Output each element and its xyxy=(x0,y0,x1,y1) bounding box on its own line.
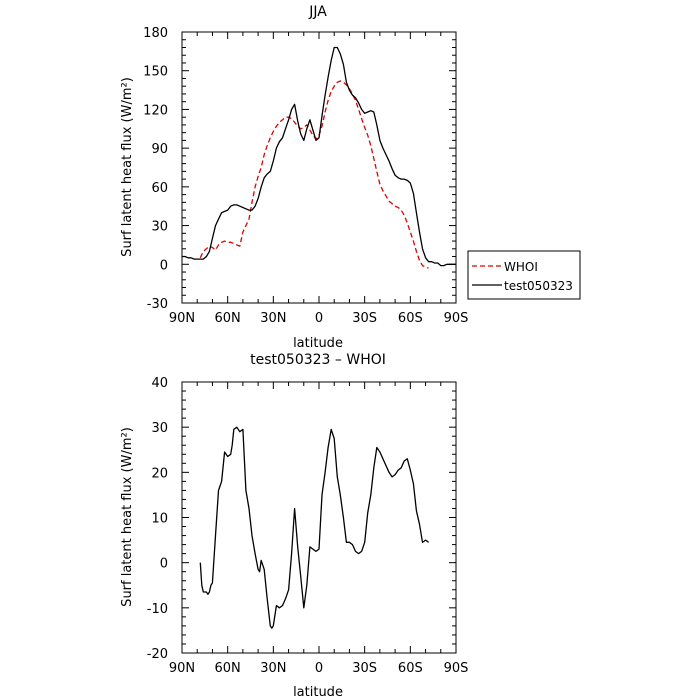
y-tick-label: 180 xyxy=(143,26,168,41)
y-tick-label: 20 xyxy=(151,466,168,481)
panel-top-chart: JJA 90N 60N 30N 0 30S 60S 90S -30 0 30 60 90 120 150 1… xyxy=(120,4,468,351)
x-tick-label: 60S xyxy=(398,661,423,676)
chart-title-bottom: test050323 – WHOI xyxy=(250,352,386,368)
x-tick-label: 30N xyxy=(260,311,286,326)
y-tick-label: -30 xyxy=(147,297,168,312)
x-axis-label-bottom: latitude xyxy=(293,685,343,700)
x-tick-label: 60N xyxy=(215,311,241,326)
x-tick-label: 30S xyxy=(352,311,377,326)
y-tick-label: 30 xyxy=(151,421,168,436)
plot-frame-bottom xyxy=(181,381,457,654)
chart-title-top: JJA xyxy=(308,4,327,20)
y-axis-label-top: Surf latent heat flux (W/m²) xyxy=(120,77,135,257)
legend-box xyxy=(467,250,581,300)
series-line-bottom-difference xyxy=(199,426,429,629)
x-tick-label: 90S xyxy=(444,311,469,326)
y-tick-label: 30 xyxy=(151,220,168,235)
x-tick-label: 90S xyxy=(444,661,469,676)
x-tick-label: 30S xyxy=(352,661,377,676)
y-tick-label: -10 xyxy=(147,602,168,617)
plot-frame-top xyxy=(181,31,457,304)
y-tick-label: 150 xyxy=(143,65,168,80)
y-axis-label-bottom: Surf latent heat flux (W/m²) xyxy=(120,427,135,607)
x-tick-label: 0 xyxy=(315,661,323,676)
x-axis-label-top: latitude xyxy=(293,336,343,351)
legend: WHOI test050323 xyxy=(467,250,581,300)
x-tick-label: 0 xyxy=(315,311,323,326)
panel-bottom-chart: test050323 – WHOI 90N 60N 30N 0 30S 60S 90S -20… xyxy=(120,352,468,700)
x-tick-label: 60S xyxy=(398,311,423,326)
legend-label-whoi: WHOI xyxy=(504,260,538,274)
x-tick-label: 90N xyxy=(169,661,195,676)
y-tick-label: 120 xyxy=(143,103,168,118)
y-tick-label: 60 xyxy=(151,181,168,196)
y-tick-label: 0 xyxy=(160,557,168,572)
y-tick-label: 10 xyxy=(151,512,168,527)
y-tick-label: -20 xyxy=(147,647,168,662)
x-tick-label: 30N xyxy=(260,661,286,676)
y-tick-label: 0 xyxy=(160,258,168,273)
x-tick-label: 60N xyxy=(215,661,241,676)
x-tick-label: 90N xyxy=(169,311,195,326)
y-tick-label: 40 xyxy=(151,376,168,391)
legend-label-test: test050323 xyxy=(504,279,573,293)
series-line-top-test050323 xyxy=(182,46,456,267)
y-tick-label: 90 xyxy=(151,142,168,157)
